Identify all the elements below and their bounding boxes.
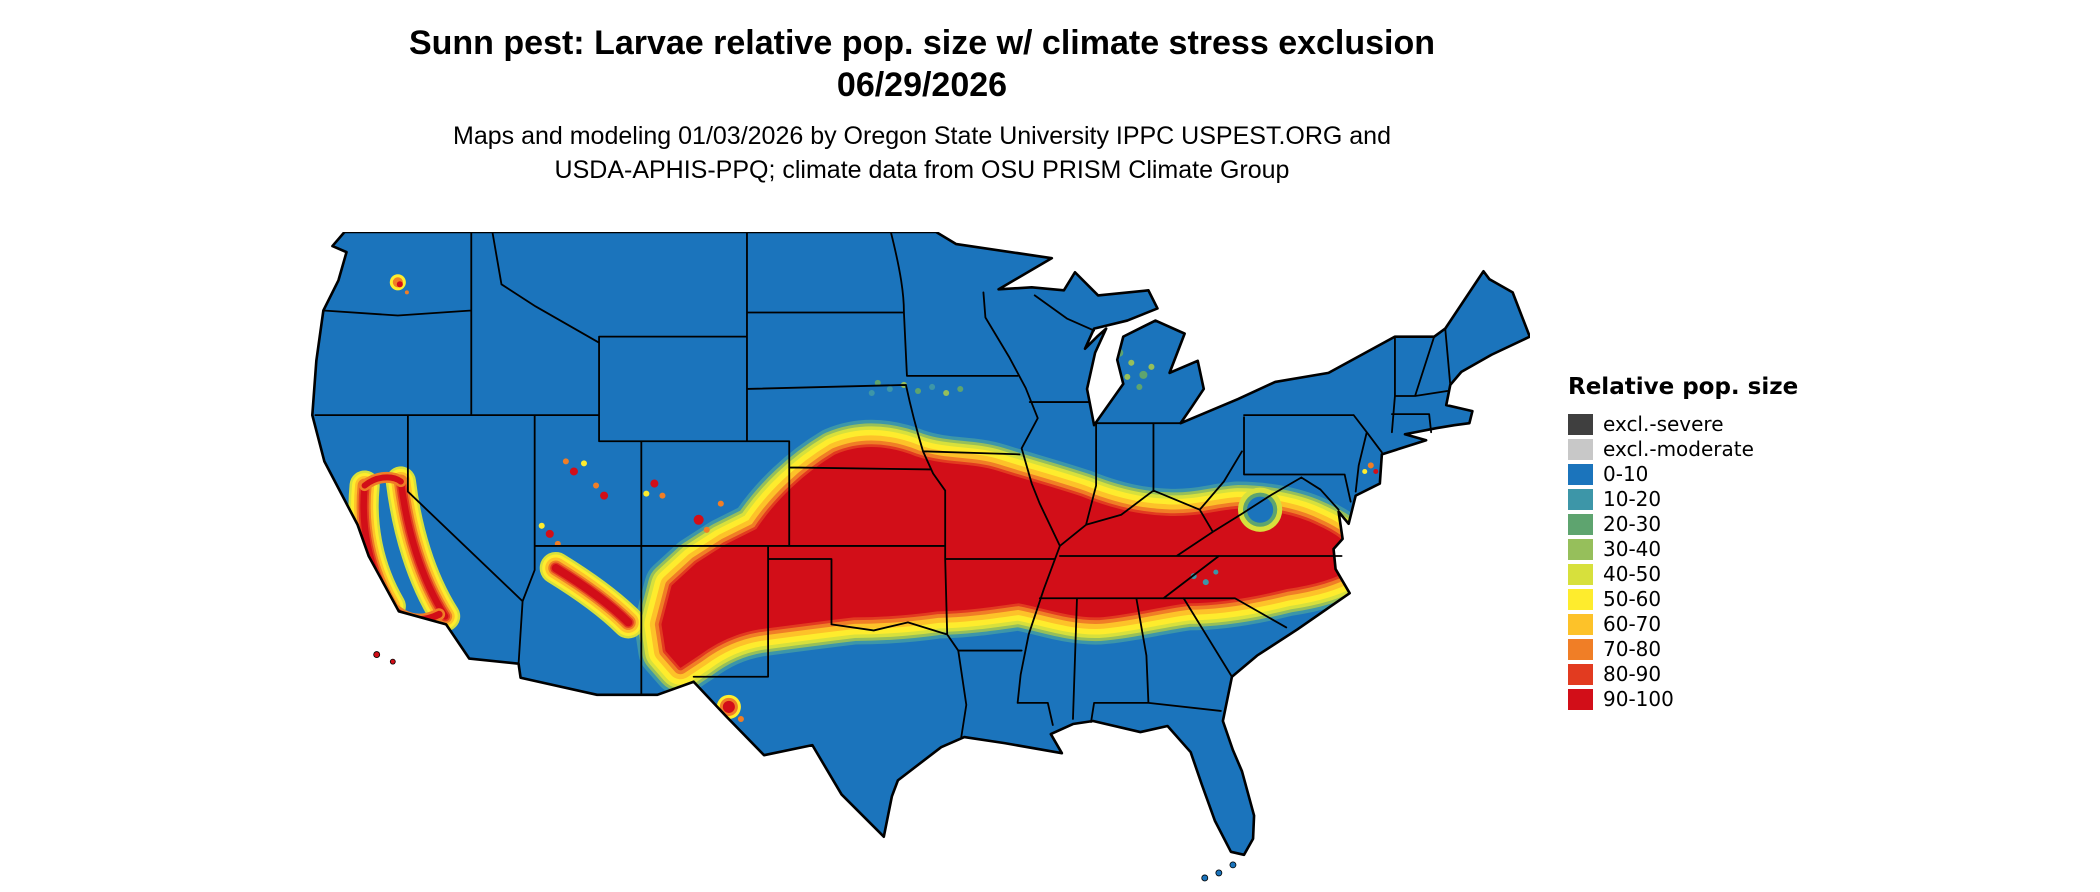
legend-item-label: 60-70 — [1603, 612, 1662, 636]
legend-item-label: 80-90 — [1603, 662, 1662, 686]
legend-color-swatch — [1568, 564, 1593, 585]
map-title-line1: Sunn pest: Larvae relative pop. size w/ … — [408, 24, 1436, 62]
legend-color-swatch — [1568, 539, 1593, 560]
legend-item: 50-60 — [1568, 589, 1798, 610]
legend-color-swatch — [1568, 614, 1593, 635]
us-map — [310, 230, 1532, 882]
map-title-line2: 06/29/2026 — [836, 66, 1008, 104]
legend-color-swatch — [1568, 514, 1593, 535]
map-area — [302, 230, 1532, 886]
legend-item: 10-20 — [1568, 489, 1798, 510]
intermountain-patches — [538, 458, 724, 547]
state-borders — [314, 231, 1452, 738]
map-subtitle-line1: Maps and modeling 01/03/2026 by Oregon S… — [453, 122, 1391, 150]
legend-item: 0-10 — [1568, 464, 1798, 485]
legend-color-swatch — [1568, 589, 1593, 610]
map-subtitle-line2: USDA-APHIS-PPQ; climate data from OSU PR… — [554, 156, 1290, 184]
legend-item-label: 30-40 — [1603, 537, 1662, 561]
legend-item: excl.-severe — [1568, 414, 1798, 435]
wv-gap-core — [1247, 496, 1274, 523]
legend-color-swatch — [1568, 689, 1593, 710]
legend-color-swatch — [1568, 414, 1593, 435]
legend-item-label: 10-20 — [1603, 487, 1662, 511]
legend-item: 20-30 — [1568, 514, 1798, 535]
legend-title: Relative pop. size — [1568, 374, 1799, 400]
channel-islands — [373, 651, 396, 665]
legend-color-swatch — [1568, 439, 1593, 460]
legend-color-swatch — [1568, 464, 1593, 485]
legend-item-label: 90-100 — [1603, 687, 1674, 711]
washington-patch — [389, 274, 409, 295]
legend-item: 90-100 — [1568, 689, 1798, 710]
legend-color-swatch — [1568, 639, 1593, 660]
legend-color-swatch — [1568, 489, 1593, 510]
legend-item-label: 50-60 — [1603, 587, 1662, 611]
legend-item-label: 40-50 — [1603, 562, 1662, 586]
map-legend: Relative pop. size excl.-severe excl.-mo… — [1568, 374, 1798, 714]
legend-item-label: excl.-severe — [1603, 412, 1724, 436]
legend-item-label: 0-10 — [1603, 462, 1649, 486]
florida-keys — [1201, 861, 1237, 882]
legend-rows: excl.-severe excl.-moderate 0-10 10-20 2… — [1568, 414, 1798, 710]
legend-item: excl.-moderate — [1568, 439, 1798, 460]
population-heat-layers — [364, 274, 1379, 722]
legend-item-label: 20-30 — [1603, 512, 1662, 536]
legend-item: 70-80 — [1568, 639, 1798, 660]
legend-item: 30-40 — [1568, 539, 1798, 560]
legend-item: 40-50 — [1568, 564, 1798, 585]
legend-color-swatch — [1568, 664, 1593, 685]
legend-item-label: excl.-moderate — [1603, 437, 1754, 461]
legend-item: 60-70 — [1568, 614, 1798, 635]
legend-item-label: 70-80 — [1603, 637, 1662, 661]
legend-item: 80-90 — [1568, 664, 1798, 685]
